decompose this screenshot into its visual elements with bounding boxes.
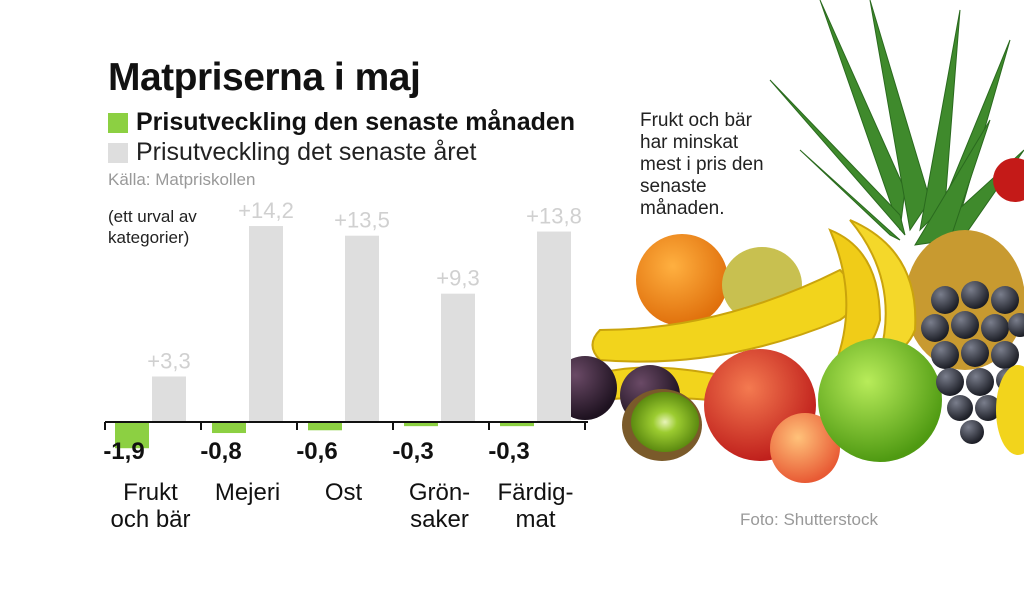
pineapple-icon bbox=[769, 0, 1024, 246]
year-bar-4 bbox=[537, 231, 571, 422]
legend-label-month: Prisutveckling den senaste månaden bbox=[136, 108, 576, 136]
month-bar-2 bbox=[308, 422, 342, 431]
year-value-label-2: +13,5 bbox=[334, 208, 390, 233]
year-bar-2 bbox=[345, 235, 379, 422]
source-text: Källa: Matpriskollen bbox=[108, 170, 256, 189]
month-value-label-1: -0,8 bbox=[200, 438, 241, 465]
month-value-label-2: -0,6 bbox=[296, 438, 337, 465]
year-bar-3 bbox=[441, 293, 475, 422]
photo-credit: Foto: Shutterstock bbox=[740, 510, 878, 529]
category-label-1-0: Mejeri bbox=[215, 479, 280, 506]
selection-note: (ett urval av kategorier) bbox=[108, 207, 197, 247]
year-value-label-0: +3,3 bbox=[147, 348, 190, 373]
category-label-4-1: mat bbox=[515, 506, 555, 533]
legend-item-month: Prisutveckling den senaste månaden bbox=[108, 108, 575, 137]
month-bar-4 bbox=[500, 422, 534, 427]
category-label-0-1: och bär bbox=[110, 506, 190, 533]
month-bar-3 bbox=[404, 422, 438, 427]
month-value-label-0: -1,9 bbox=[103, 438, 144, 465]
year-value-label-1: +14,2 bbox=[238, 198, 294, 223]
month-bar-0 bbox=[115, 422, 149, 449]
year-value-label-3: +9,3 bbox=[436, 266, 479, 291]
year-bar-1 bbox=[249, 226, 283, 422]
category-label-2-0: Ost bbox=[325, 479, 363, 506]
category-label-3-0: Grön- bbox=[409, 479, 470, 506]
month-value-label-3: -0,3 bbox=[392, 438, 433, 465]
legend-item-year: Prisutveckling det senaste året bbox=[108, 138, 476, 167]
month-bar-1 bbox=[212, 422, 246, 434]
legend-label-year: Prisutveckling det senaste året bbox=[136, 138, 477, 166]
month-value-label-4: -0,3 bbox=[488, 438, 529, 465]
chart-title: Matpriserna i maj bbox=[108, 56, 421, 99]
year-bar-0 bbox=[152, 376, 186, 422]
category-label-4-0: Färdig- bbox=[497, 479, 573, 506]
chart-annotation: Frukt och bär har minskat mest i pris de… bbox=[640, 110, 764, 219]
category-label-0-0: Frukt bbox=[123, 479, 178, 506]
legend-swatch-year bbox=[108, 142, 128, 163]
legend-swatch-month bbox=[108, 112, 128, 133]
year-value-label-4: +13,8 bbox=[526, 204, 582, 229]
category-label-3-1: saker bbox=[410, 506, 469, 533]
